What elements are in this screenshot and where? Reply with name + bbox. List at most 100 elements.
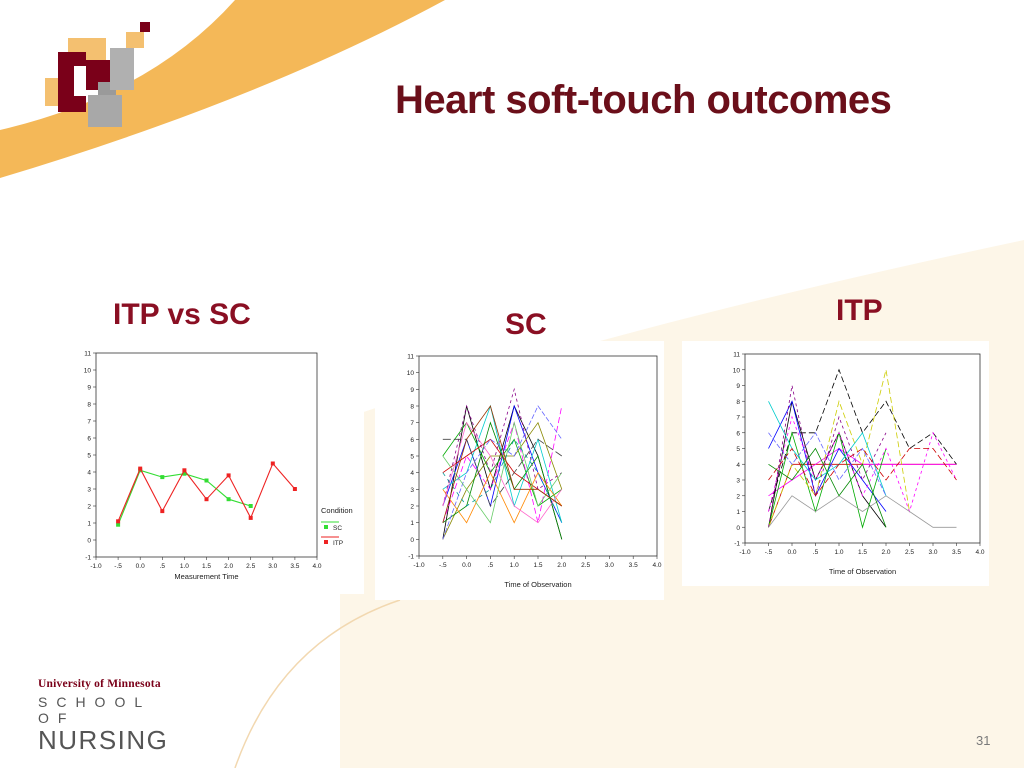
x-tick-label: 2.0	[881, 549, 890, 556]
y-tick-label: 0	[87, 538, 91, 545]
x-tick-label: 3.5	[629, 562, 638, 569]
y-tick-label: 1	[410, 520, 414, 527]
x-tick-label: 2.5	[905, 549, 914, 556]
series-line-7	[442, 387, 563, 507]
y-tick-label: -1	[408, 554, 414, 561]
y-tick-label: 0	[736, 525, 740, 532]
x-tick-label: -.5	[114, 563, 122, 570]
series-line-8	[442, 421, 563, 540]
y-tick-label: 5	[410, 454, 414, 461]
y-tick-label: 6	[736, 430, 740, 437]
decorative-arc	[234, 599, 401, 768]
y-tick-label: 8	[736, 399, 740, 406]
data-point-itp	[270, 461, 275, 466]
y-tick-label: 2	[410, 504, 414, 511]
series-line-15	[442, 405, 563, 523]
y-tick-label: 11	[84, 351, 91, 358]
data-point-itp	[226, 473, 231, 478]
umn-nursing-logo: University of Minnesota SCHOOL OF NURSIN…	[38, 678, 178, 756]
series-line-9	[442, 438, 563, 507]
y-tick-label: 4	[736, 462, 740, 469]
x-tick-label: 4.0	[975, 549, 984, 556]
y-tick-label: 1	[87, 521, 91, 528]
y-tick-label: 11	[733, 352, 740, 359]
x-axis-label: Time of Observation	[829, 567, 896, 576]
x-tick-label: 2.0	[224, 563, 233, 570]
x-tick-label: 0.0	[136, 563, 145, 570]
legend-marker	[324, 540, 328, 544]
series-line-1	[768, 448, 957, 497]
data-point-sc	[160, 475, 165, 480]
series-line-10	[768, 495, 957, 528]
x-tick-label: 2.0	[557, 562, 566, 569]
series-line-7	[768, 415, 957, 513]
legend-title: Condition	[321, 506, 353, 515]
data-point-itp	[160, 509, 165, 514]
x-tick-label: -1.0	[413, 562, 425, 569]
label-sc: SC	[505, 308, 547, 341]
x-tick-label: .5	[488, 562, 494, 569]
x-tick-label: 3.0	[605, 562, 614, 569]
x-axis-label: Measurement Time	[174, 572, 238, 581]
y-tick-label: 3	[736, 478, 740, 485]
y-tick-label: 6	[87, 436, 91, 443]
chart-sc: 11 10 9 8 7 6 5 4 3 2 1 0 -1 -1.0 -.5 0.0.5 1.0 1.5 2.0 2.5…	[375, 341, 664, 600]
y-tick-label: 8	[87, 402, 91, 409]
x-tick-label: 3.0	[268, 563, 277, 570]
x-tick-label: 2.5	[581, 562, 590, 569]
y-tick-label: 11	[407, 354, 414, 361]
x-tick-label: -.5	[439, 562, 447, 569]
series-line-12	[768, 447, 887, 528]
y-tick-label: 10	[84, 368, 92, 375]
y-tick-label: 9	[87, 385, 91, 392]
data-point-itp	[182, 468, 187, 473]
series-line-3	[768, 368, 957, 512]
x-tick-label: 0.0	[787, 549, 796, 556]
x-tick-label: 1.5	[858, 549, 867, 556]
y-tick-label: 10	[733, 367, 741, 374]
nursing-wordmark: NURSING	[38, 725, 169, 755]
series-line-13	[442, 421, 563, 524]
series-line-11	[768, 447, 957, 497]
x-tick-label: 1.0	[180, 563, 189, 570]
series-line-10	[442, 471, 563, 524]
series-line-13	[768, 432, 887, 496]
y-tick-label: 3	[87, 487, 91, 494]
y-tick-label: 4	[410, 470, 414, 477]
data-point-sc	[182, 471, 187, 476]
data-point-sc	[204, 478, 209, 483]
y-tick-label: 6	[410, 437, 414, 444]
y-tick-label: -1	[85, 555, 91, 562]
data-point-itp	[248, 515, 253, 520]
x-tick-label: 3.5	[290, 563, 299, 570]
y-tick-label: 1	[736, 509, 740, 516]
x-tick-label: -.5	[765, 549, 773, 556]
chart-itp-vs-sc: 11 10 9 8 7 6 5 4 3 2 1 0 -1 -1.0 -.5 0.0.5 1.0 1.5 2.0 2.5…	[82, 342, 364, 594]
gold-band	[0, 0, 445, 178]
legend-label: SC	[333, 525, 342, 532]
x-tick-label: 4.0	[652, 562, 661, 569]
data-point-itp	[138, 466, 143, 471]
slide-title: Heart soft-touch outcomes	[395, 78, 892, 122]
series-line-12	[442, 421, 563, 524]
y-tick-label: 2	[87, 504, 91, 511]
x-tick-label: 0.0	[462, 562, 471, 569]
y-tick-label: 0	[410, 537, 414, 544]
y-tick-label: 7	[87, 419, 91, 426]
x-tick-label: 1.5	[202, 563, 211, 570]
data-point-itp	[116, 519, 121, 524]
y-tick-label: 7	[410, 420, 414, 427]
y-tick-label: 9	[410, 387, 414, 394]
university-name: University of Minnesota	[38, 678, 161, 690]
data-point-sc	[248, 504, 253, 508]
x-tick-label: .5	[160, 563, 166, 570]
y-tick-label: 10	[407, 370, 415, 377]
series-line-2	[768, 401, 887, 528]
y-tick-label: 5	[87, 453, 91, 460]
data-point-itp	[292, 487, 297, 491]
y-tick-label: 3	[410, 487, 414, 494]
y-tick-label: 8	[410, 404, 414, 411]
school-of: SCHOOL OF	[38, 694, 151, 726]
x-tick-label: -1.0	[739, 549, 751, 556]
